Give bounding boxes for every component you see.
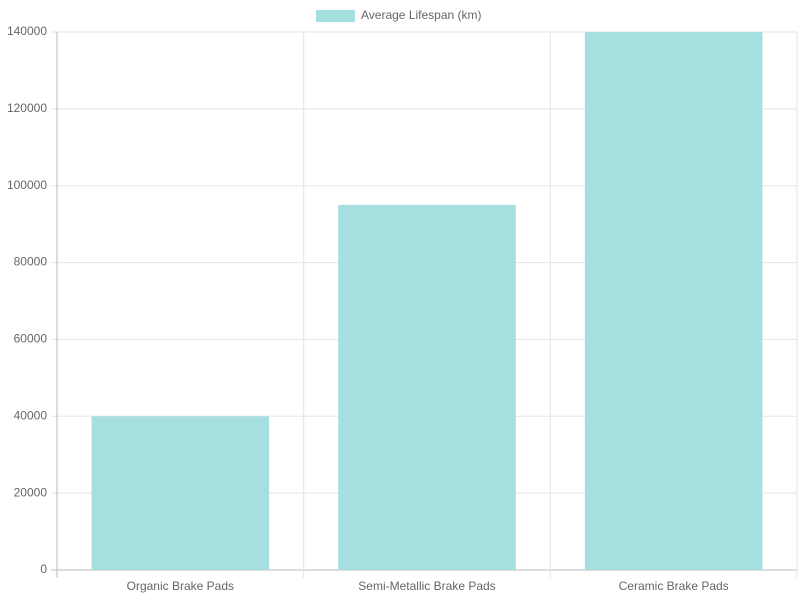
legend-label: Average Lifespan (km) [361,8,482,22]
y-tick-label: 80000 [14,255,48,269]
bar [338,204,516,570]
y-tick-label: 20000 [14,485,48,499]
y-tick-label: 0 [40,562,47,576]
y-tick-label: 60000 [14,332,48,346]
bar [584,32,763,570]
y-tick-label: 100000 [7,178,47,192]
bar [91,416,270,570]
y-tick-label: 40000 [14,408,48,422]
x-tick-label: Ceramic Brake Pads [619,579,729,593]
x-tick-label: Semi-Metallic Brake Pads [358,579,495,593]
x-tick-label: Organic Brake Pads [127,579,234,593]
y-tick-label: 120000 [7,101,47,115]
y-tick-label: 140000 [7,24,47,38]
legend-swatch [316,10,355,22]
